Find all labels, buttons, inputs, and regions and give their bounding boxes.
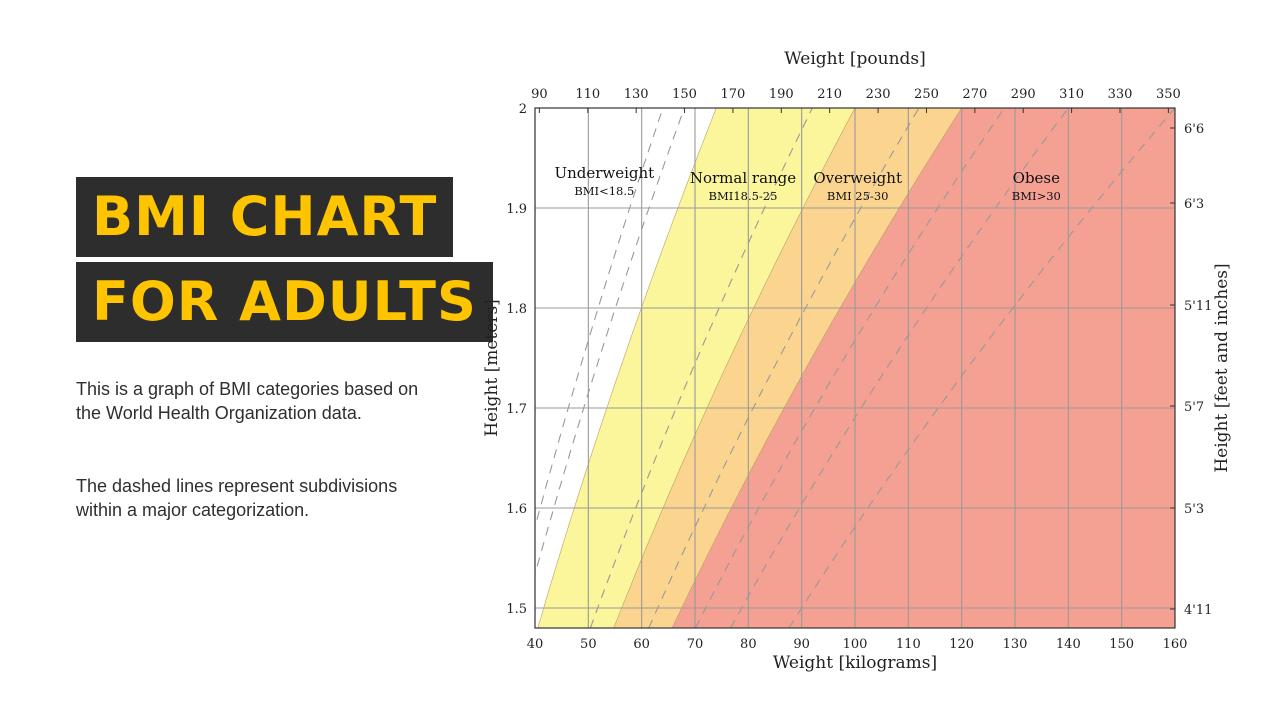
dashed-bmi-line bbox=[788, 108, 1175, 628]
right-tick-label: 5'7 bbox=[1184, 400, 1204, 415]
description-paragraph-1: This is a graph of BMI categories based … bbox=[76, 379, 419, 423]
region-normal-range bbox=[537, 108, 855, 628]
region-sublabel: BMI18.5-25 bbox=[709, 189, 778, 203]
x-tick-label: 140 bbox=[1056, 637, 1081, 652]
region-label: Normal range bbox=[690, 169, 796, 187]
region-sublabel: BMI>30 bbox=[1012, 189, 1061, 203]
x-tick-label: 120 bbox=[949, 637, 974, 652]
right-tick-label: 4'11 bbox=[1184, 603, 1212, 618]
dashed-bmi-line bbox=[695, 108, 1005, 628]
right-tick-label: 6'6 bbox=[1184, 122, 1204, 137]
region-label: Obese bbox=[1013, 169, 1060, 187]
right-tick-label: 5'3 bbox=[1184, 502, 1204, 517]
x-tick-label: 60 bbox=[633, 637, 650, 652]
x-tick-label: 100 bbox=[843, 637, 868, 652]
top-tick-label: 230 bbox=[866, 87, 891, 102]
bmi-boundary-line bbox=[671, 108, 962, 628]
x-tick-label: 70 bbox=[687, 637, 704, 652]
bmi-boundary-line bbox=[537, 108, 717, 628]
x-axis-label-top: Weight [pounds] bbox=[784, 49, 926, 69]
description-paragraph-2: The dashed lines represent subdivisions … bbox=[76, 476, 398, 520]
y-axis-label-right: Height [feet and inches] bbox=[1212, 263, 1232, 472]
top-tick-label: 330 bbox=[1108, 87, 1133, 102]
plot-frame bbox=[534, 107, 1176, 629]
top-tick-label: 210 bbox=[817, 87, 842, 102]
dashed-bmi-line bbox=[730, 108, 1069, 628]
x-tick-label: 130 bbox=[1003, 637, 1028, 652]
bmi-chart: 40 50 60 70 80 90 100 110 120 130 140 150 160 1.5 1.6 1… bbox=[482, 49, 1232, 673]
top-tick-label: 170 bbox=[721, 87, 746, 102]
region-sublabel: BMI<18.5 bbox=[574, 184, 634, 198]
dashed-bmi-line bbox=[535, 108, 685, 577]
y-tick-label: 1.5 bbox=[506, 602, 527, 617]
y-tick-label: 1.9 bbox=[506, 202, 527, 217]
top-tick-label: 270 bbox=[962, 87, 987, 102]
dashed-bmi-line bbox=[589, 108, 813, 628]
top-tick-label: 130 bbox=[624, 87, 649, 102]
x-axis-label-bottom: Weight [kilograms] bbox=[773, 653, 937, 673]
x-tick-label: 90 bbox=[793, 637, 810, 652]
x-tick-label: 40 bbox=[527, 637, 544, 652]
y-tick-label: 1.8 bbox=[506, 302, 527, 317]
region-underweight bbox=[535, 108, 717, 628]
top-tick-label: 150 bbox=[672, 87, 697, 102]
region-overweight bbox=[613, 108, 962, 628]
region-label: Overweight bbox=[813, 169, 902, 187]
y-axis-label-left: Height [meters] bbox=[482, 299, 502, 437]
dashed-bmi-line bbox=[535, 108, 664, 529]
right-tick-label: 6'3 bbox=[1184, 197, 1204, 212]
x-tick-label: 50 bbox=[580, 637, 597, 652]
x-tick-label: 80 bbox=[740, 637, 757, 652]
y-tick-label: 2 bbox=[519, 102, 527, 117]
x-tick-label: 110 bbox=[896, 637, 921, 652]
dashed-bmi-line bbox=[648, 108, 920, 628]
top-tick-label: 110 bbox=[575, 87, 600, 102]
top-tick-label: 290 bbox=[1011, 87, 1036, 102]
region-obese bbox=[672, 108, 1175, 628]
region-label: Underweight bbox=[554, 164, 654, 182]
top-tick-label: 310 bbox=[1059, 87, 1084, 102]
right-tick-label: 5'11 bbox=[1184, 299, 1212, 314]
x-tick-label: 150 bbox=[1109, 637, 1134, 652]
page-title-line-1: BMI CHART bbox=[76, 177, 454, 257]
page-title-line-2: FOR ADULTS bbox=[76, 262, 493, 342]
y-tick-label: 1.7 bbox=[506, 402, 527, 417]
top-tick-label: 250 bbox=[914, 87, 939, 102]
top-tick-label: 350 bbox=[1156, 87, 1181, 102]
region-sublabel: BMI 25-30 bbox=[827, 189, 889, 203]
top-tick-label: 90 bbox=[531, 87, 548, 102]
top-tick-label: 190 bbox=[769, 87, 794, 102]
bmi-boundary-line bbox=[613, 108, 856, 628]
x-tick-label: 160 bbox=[1163, 637, 1188, 652]
y-tick-label: 1.6 bbox=[506, 502, 527, 517]
